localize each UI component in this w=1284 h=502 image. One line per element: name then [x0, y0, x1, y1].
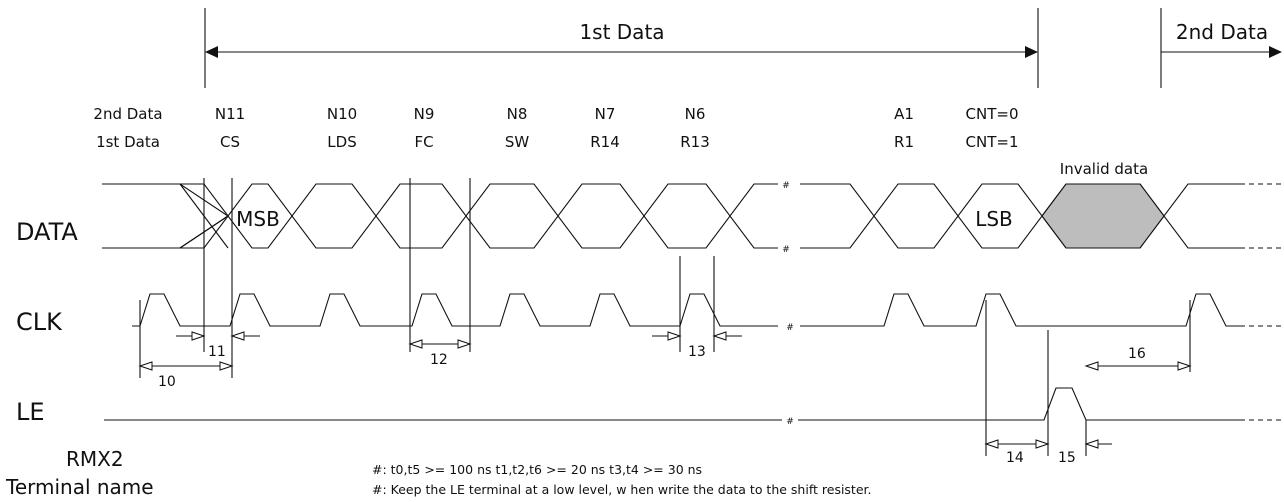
- bit-labels-row1: 2nd Data N11 N10 N9 N8 N7 N6 A1 CNT=0: [93, 105, 1018, 123]
- timing-16: 16: [1084, 346, 1192, 371]
- bit-label: N7: [595, 105, 616, 123]
- data-signal-label: DATA: [16, 218, 78, 246]
- terminal-name-label: Terminal name: [5, 475, 154, 499]
- bit-label: SW: [505, 133, 530, 151]
- first-data-arrow-right-head: [1025, 46, 1038, 58]
- break-mark: #: [782, 245, 790, 255]
- bit-label: LDS: [327, 133, 356, 151]
- clk-waveform: #: [132, 293, 1284, 333]
- le-signal-label: LE: [16, 398, 45, 426]
- timing-10: 10: [138, 361, 234, 390]
- break-mark: #: [786, 323, 794, 333]
- bit-label: N10: [327, 105, 357, 123]
- lsb-label: LSB: [975, 207, 1013, 231]
- timing-14: 14: [984, 439, 1050, 466]
- bit-label: FC: [414, 133, 433, 151]
- msb-label: MSB: [236, 207, 280, 231]
- timing-note: #: t0,t5 >= 100 ns t1,t2,t6 >= 20 ns t3,…: [372, 462, 702, 477]
- bit-labels-row2: 1st Data CS LDS FC SW R14 R13 R1 CNT=1: [96, 133, 1018, 151]
- bit-label: R14: [590, 133, 620, 151]
- bit-label: R13: [680, 133, 710, 151]
- bit-label: R1: [894, 133, 914, 151]
- bit-label: CNT=0: [966, 105, 1019, 123]
- bit-label: N9: [414, 105, 435, 123]
- timing-12: 12: [408, 339, 472, 368]
- bit-label: 2nd Data: [93, 105, 162, 123]
- first-data-label: 1st Data: [579, 20, 664, 44]
- timing-label-10: 10: [158, 374, 176, 390]
- break-mark: #: [782, 181, 790, 191]
- terminal-model: RMX2: [66, 447, 124, 471]
- timing-label-12: 12: [430, 352, 448, 368]
- bit-label: A1: [894, 105, 914, 123]
- bit-label: N6: [685, 105, 706, 123]
- clk-signal-label: CLK: [16, 308, 63, 336]
- data-waveform: # #: [102, 181, 1284, 255]
- timing-label-15: 15: [1058, 450, 1076, 466]
- bit-label: N11: [215, 105, 245, 123]
- invalid-data-region: [1041, 183, 1165, 249]
- le-note: #: Keep the LE terminal at a low level, …: [372, 482, 872, 497]
- timing-13: 13: [652, 331, 742, 360]
- timing-11: 11: [176, 331, 260, 360]
- timing-label-11: 11: [208, 344, 226, 360]
- bit-label: CS: [220, 133, 240, 151]
- bit-label: N8: [507, 105, 528, 123]
- timing-15: 15: [1058, 439, 1112, 466]
- invalid-data-label: Invalid data: [1060, 160, 1148, 178]
- break-mark: #: [786, 417, 794, 427]
- timing-label-14: 14: [1006, 450, 1024, 466]
- second-data-arrow-head: [1269, 46, 1282, 58]
- timing-reference-lines: [139, 178, 1191, 456]
- timing-label-16: 16: [1128, 346, 1146, 362]
- bit-label: 1st Data: [96, 133, 160, 151]
- le-waveform: #: [104, 387, 1284, 427]
- timing-label-13: 13: [688, 344, 706, 360]
- first-data-arrow-left-head: [205, 46, 218, 58]
- second-data-label: 2nd Data: [1176, 20, 1268, 44]
- bit-label: CNT=1: [966, 133, 1019, 151]
